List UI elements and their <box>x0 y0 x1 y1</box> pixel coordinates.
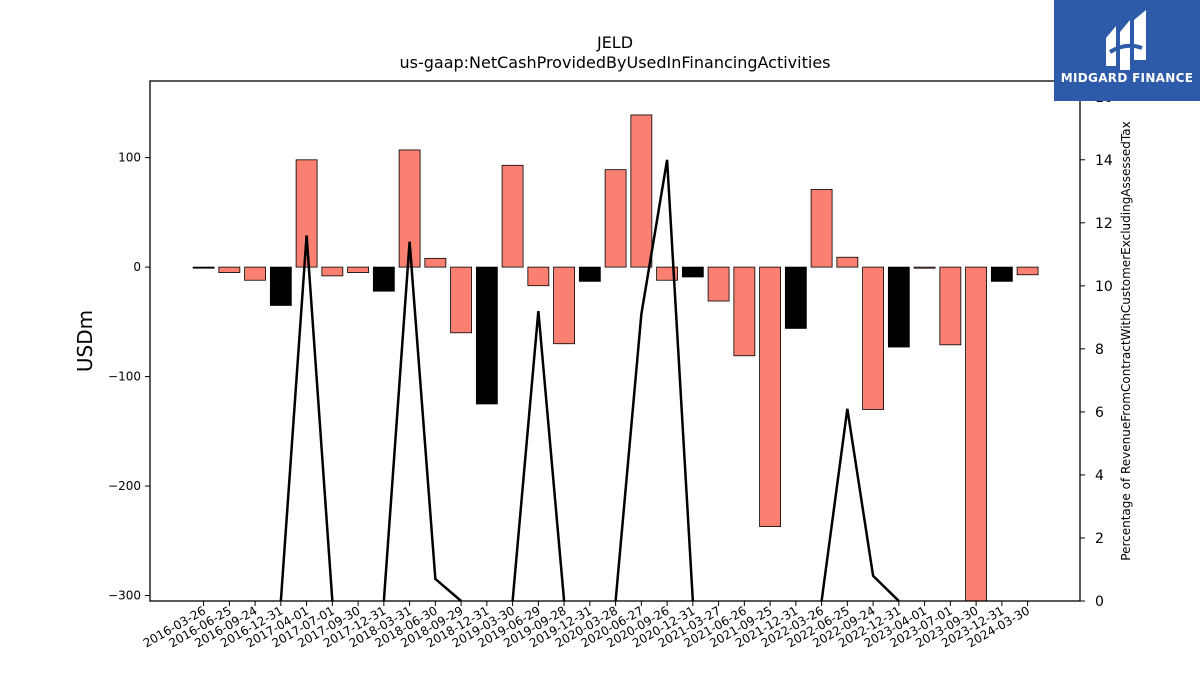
chart-title: JELD <box>596 33 633 52</box>
y2-tick-label: 12 <box>1095 216 1113 232</box>
bar <box>269 266 292 306</box>
y-tick-label: −300 <box>108 589 141 603</box>
line-segment <box>820 408 900 602</box>
bar <box>604 169 627 268</box>
bar <box>784 266 807 329</box>
bar <box>836 256 859 268</box>
y-tick-label: −200 <box>108 479 141 493</box>
bar <box>990 266 1013 282</box>
brand-logo: MIDGARD FINANCE <box>1054 0 1200 101</box>
bar <box>707 266 730 302</box>
midgard-logo-icon <box>1106 10 1146 70</box>
y2-tick-label: 6 <box>1095 405 1104 421</box>
bar <box>424 257 447 268</box>
bar <box>553 266 575 345</box>
right-axis: 0246810121416 <box>1080 90 1113 610</box>
bar <box>939 266 962 346</box>
y2-tick-label: 2 <box>1095 531 1104 547</box>
logo-text: MIDGARD FINANCE <box>1060 71 1194 85</box>
bar <box>862 266 884 410</box>
y2-tick-label: 4 <box>1095 468 1104 484</box>
bar-series <box>192 114 1039 602</box>
y-tick-label: 100 <box>118 151 141 165</box>
y2-tick-label: 8 <box>1095 342 1104 358</box>
bar <box>527 266 550 287</box>
bar <box>733 266 756 357</box>
bar <box>192 266 215 269</box>
bar <box>295 159 318 268</box>
line-series <box>279 159 900 602</box>
left-axis: 100 0 −100 −200 −300 <box>108 151 150 603</box>
bar <box>759 266 781 527</box>
plot-frame <box>149 80 1081 602</box>
bar <box>398 149 421 268</box>
y2-tick-label: 10 <box>1095 279 1113 295</box>
bar <box>630 114 653 268</box>
bar <box>1016 266 1039 276</box>
bar <box>578 266 601 282</box>
line-segment <box>614 159 695 602</box>
bar <box>244 266 267 281</box>
y-axis-label: USDm <box>73 310 97 372</box>
bar <box>450 266 473 334</box>
line-segment <box>511 310 566 602</box>
bar <box>681 266 704 278</box>
y2-tick-label: 14 <box>1095 153 1113 169</box>
y-tick-label: −100 <box>108 370 141 384</box>
bar <box>965 266 987 602</box>
bar <box>372 266 395 292</box>
chart-subtitle: us-gaap:NetCashProvidedByUsedInFinancing… <box>399 53 830 72</box>
y2-axis-label: Percentage of RevenueFromContractWithCus… <box>1119 121 1133 560</box>
bar <box>475 266 498 405</box>
bar <box>501 164 524 268</box>
x-axis: 2016-03-262016-06-252016-09-242016-12-31… <box>141 601 1032 650</box>
bar <box>810 188 833 268</box>
bar <box>913 266 936 269</box>
bar <box>887 266 910 348</box>
bar <box>218 266 241 273</box>
line-segment <box>279 235 334 602</box>
bar <box>347 266 370 273</box>
y2-tick-label: 0 <box>1095 594 1104 610</box>
bar <box>321 266 344 277</box>
line-segment <box>382 241 462 602</box>
y-tick-label: 0 <box>133 260 141 274</box>
